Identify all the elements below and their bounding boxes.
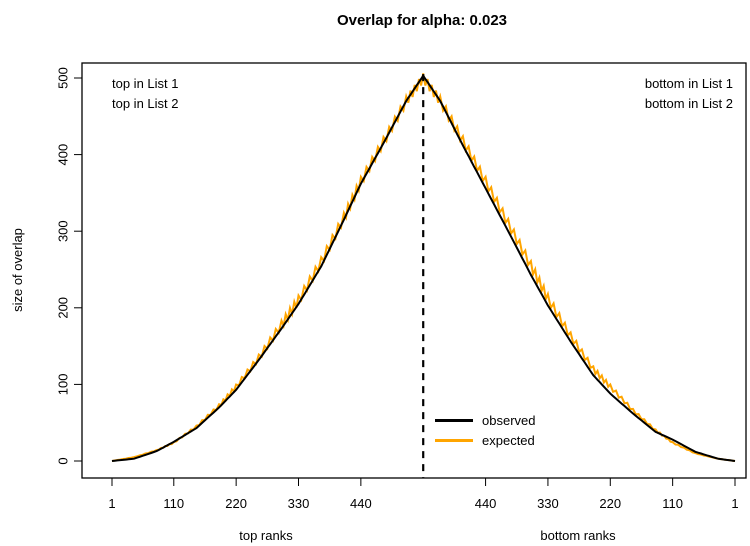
- x-tick-label-6: 330: [537, 496, 559, 511]
- legend-swatch-observed: [435, 419, 473, 422]
- annotation-bottom-in-list-2: bottom in List 2: [645, 96, 733, 111]
- y-tick-label-200: 200: [55, 297, 70, 319]
- legend-swatch-expected: [435, 439, 473, 442]
- legend-label-expected: expected: [482, 433, 535, 448]
- y-tick-label-500: 500: [55, 67, 70, 89]
- y-tick-label-400: 400: [55, 144, 70, 166]
- annotation-bottom-in-list-1: bottom in List 1: [645, 76, 733, 91]
- legend-label-observed: observed: [482, 413, 535, 428]
- x-tick-label-5: 440: [475, 496, 497, 511]
- x-axis-label-top-ranks: top ranks: [239, 528, 293, 543]
- x-tick-label-0: 1: [108, 496, 115, 511]
- x-tick-label-2: 220: [225, 496, 247, 511]
- annotation-top-in-list-2: top in List 2: [112, 96, 179, 111]
- x-tick-label-4: 440: [350, 496, 372, 511]
- y-axis-label: size of overlap: [10, 228, 25, 312]
- y-tick-label-100: 100: [55, 374, 70, 396]
- y-tick-label-300: 300: [55, 220, 70, 242]
- x-tick-label-8: 110: [662, 496, 683, 511]
- chart-title: Overlap for alpha: 0.023: [337, 12, 507, 29]
- x-tick-label-7: 220: [599, 496, 621, 511]
- plot-frame: [81, 62, 747, 479]
- x-axis-label-bottom-ranks: bottom ranks: [540, 528, 616, 543]
- legend: observed expected: [435, 413, 535, 448]
- y-tick-label-0: 0: [55, 457, 70, 464]
- x-tick-label-9: 1: [731, 496, 738, 511]
- x-tick-label-3: 330: [288, 496, 310, 511]
- x-tick-label-1: 110: [163, 496, 184, 511]
- annotation-top-in-list-1: top in List 1: [112, 76, 179, 91]
- series-line-expected: [111, 73, 736, 462]
